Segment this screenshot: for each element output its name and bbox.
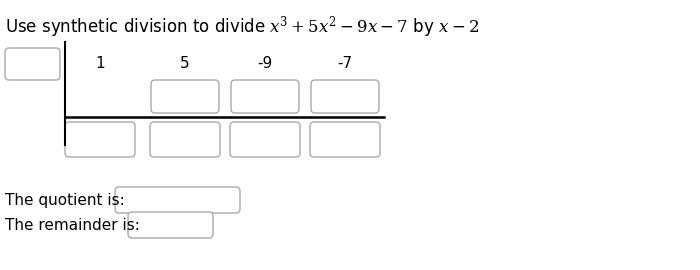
FancyBboxPatch shape: [115, 187, 240, 213]
FancyBboxPatch shape: [231, 80, 299, 113]
Text: -7: -7: [337, 56, 353, 70]
FancyBboxPatch shape: [311, 80, 379, 113]
FancyBboxPatch shape: [128, 212, 213, 238]
Text: Use synthetic division to divide $x^3 + 5x^2 - 9x - 7$ by $x - 2$: Use synthetic division to divide $x^3 + …: [5, 14, 479, 40]
Text: 1: 1: [95, 56, 105, 70]
FancyBboxPatch shape: [151, 80, 219, 113]
Text: -9: -9: [258, 56, 272, 70]
FancyBboxPatch shape: [150, 122, 220, 157]
Text: The remainder is:: The remainder is:: [5, 218, 140, 232]
FancyBboxPatch shape: [310, 122, 380, 157]
FancyBboxPatch shape: [65, 122, 135, 157]
Text: 5: 5: [180, 56, 190, 70]
FancyBboxPatch shape: [230, 122, 300, 157]
FancyBboxPatch shape: [5, 48, 60, 80]
Text: The quotient is:: The quotient is:: [5, 193, 125, 208]
